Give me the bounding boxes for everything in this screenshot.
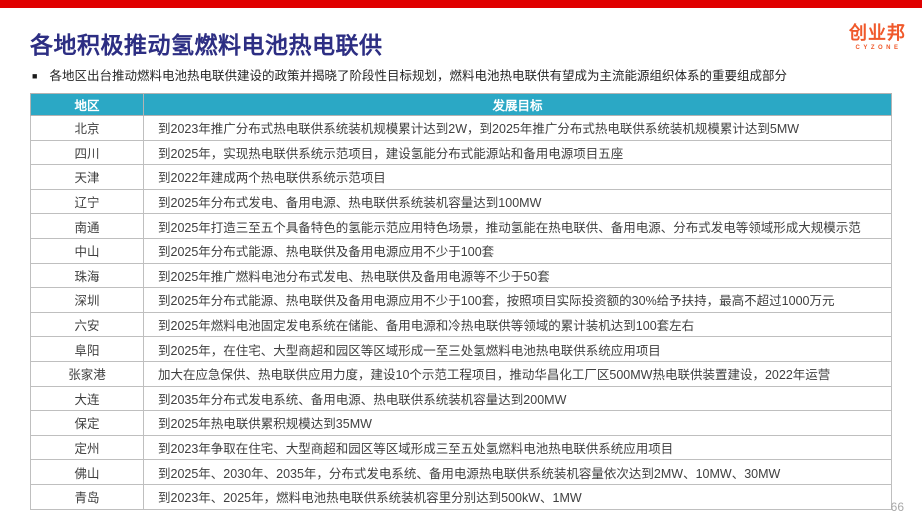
goal-cell: 到2025年、2030年、2035年，分布式发电系统、备用电源热电联供系统装机容…	[143, 459, 892, 485]
region-cell: 佛山	[30, 459, 144, 485]
goal-cell: 到2023年、2025年，燃料电池热电联供系统装机容里分别达到500kW、1MW	[143, 483, 892, 510]
goal-cell: 到2025年，在住宅、大型商超和园区等区域形成一至三处氢燃料电池热电联供系统应用…	[143, 336, 892, 362]
table-row: 青岛 到2023年、2025年，燃料电池热电联供系统装机容里分别达到500kW、…	[30, 483, 892, 510]
table-row: 南通 到2025年打造三至五个具备特色的氢能示范应用特色场景，推动氢能在热电联供…	[30, 213, 892, 239]
region-cell: 张家港	[30, 360, 144, 387]
page-title: 各地积极推动氢燃料电池热电联供	[30, 32, 383, 58]
goal-cell: 到2025年分布式能源、热电联供及备用电源应用不少于100套，按照项目实际投资额…	[143, 287, 892, 313]
region-cell: 北京	[30, 115, 144, 141]
region-cell: 珠海	[30, 262, 144, 289]
goal-cell: 到2025年分布式发电、备用电源、热电联供系统装机容量达到100MW	[143, 188, 892, 215]
table-row: 大连 到2035年分布式发电系统、备用电源、热电联供系统装机容量达到200MW	[30, 385, 892, 412]
goal-cell: 到2025年打造三至五个具备特色的氢能示范应用特色场景，推动氢能在热电联供、备用…	[143, 213, 892, 239]
region-cell: 四川	[30, 139, 144, 166]
table-row: 天津 到2022年建成两个热电联供系统示范项目	[30, 164, 892, 190]
region-cell: 深圳	[30, 287, 144, 313]
table-row: 四川 到2025年，实现热电联供系统示范项目，建设氢能分布式能源站和备用电源项目…	[30, 139, 892, 166]
column-header-goal: 发展目标	[143, 93, 892, 116]
goal-cell: 到2025年，实现热电联供系统示范项目，建设氢能分布式能源站和备用电源项目五座	[143, 139, 892, 166]
goal-cell: 加大在应急保供、热电联供应用力度，建设10个示范工程项目，推动华昌化工厂区500…	[143, 360, 892, 387]
goal-cell: 到2025年热电联供累积规模达到35MW	[143, 410, 892, 436]
region-cell: 六安	[30, 311, 144, 338]
goal-cell: 到2025年推广燃料电池分布式发电、热电联供及备用电源等不少于50套	[143, 262, 892, 289]
table-header: 地区 发展目标	[30, 93, 892, 116]
intro-text: 各地区出台推动燃料电池热电联供建设的政策并揭晓了阶段性目标规划，燃料电池热电联供…	[49, 69, 787, 83]
intro-line: ■ 各地区出台推动燃料电池热电联供建设的政策并揭晓了阶段性目标规划，燃料电池热电…	[32, 68, 896, 85]
table-row: 张家港 加大在应急保供、热电联供应用力度，建设10个示范工程项目，推动华昌化工厂…	[30, 360, 892, 387]
goal-cell: 到2025年分布式能源、热电联供及备用电源应用不少于100套	[143, 237, 892, 264]
cyzone-logo: 创业邦 CYZONE	[849, 24, 906, 51]
region-cell: 辽宁	[30, 188, 144, 215]
table-row: 北京 到2023年推广分布式热电联供系统装机规模累计达到2W，到2025年推广分…	[30, 115, 892, 141]
table-row: 深圳 到2025年分布式能源、热电联供及备用电源应用不少于100套，按照项目实际…	[30, 287, 892, 313]
table-row: 佛山 到2025年、2030年、2035年，分布式发电系统、备用电源热电联供系统…	[30, 459, 892, 485]
goal-cell: 到2023年推广分布式热电联供系统装机规模累计达到2W，到2025年推广分布式热…	[143, 115, 892, 141]
table-row: 珠海 到2025年推广燃料电池分布式发电、热电联供及备用电源等不少于50套	[30, 262, 892, 289]
table-body: 北京 到2023年推广分布式热电联供系统装机规模累计达到2W，到2025年推广分…	[30, 115, 892, 510]
table-row: 阜阳 到2025年，在住宅、大型商超和园区等区域形成一至三处氢燃料电池热电联供系…	[30, 336, 892, 362]
column-header-region: 地区	[30, 93, 144, 116]
bullet-square-icon: ■	[32, 71, 38, 81]
region-cell: 中山	[30, 237, 144, 264]
region-cell: 青岛	[30, 483, 144, 510]
table-row: 六安 到2025年燃料电池固定发电系统在储能、备用电源和冷热电联供等领域的累计装…	[30, 311, 892, 338]
logo-subtext: CYZONE	[855, 45, 902, 51]
table-row: 辽宁 到2025年分布式发电、备用电源、热电联供系统装机容量达到100MW	[30, 188, 892, 215]
page-number: 66	[890, 500, 904, 514]
region-cell: 大连	[30, 385, 144, 412]
region-cell: 阜阳	[30, 336, 144, 362]
top-accent-bar	[0, 0, 922, 8]
goal-cell: 到2035年分布式发电系统、备用电源、热电联供系统装机容量达到200MW	[143, 385, 892, 412]
table-row: 定州 到2023年争取在住宅、大型商超和园区等区域形成三至五处氢燃料电池热电联供…	[30, 434, 892, 461]
region-cell: 天津	[30, 164, 144, 190]
region-cell: 定州	[30, 434, 144, 461]
table-row: 保定 到2025年热电联供累积规模达到35MW	[30, 410, 892, 436]
goal-cell: 到2022年建成两个热电联供系统示范项目	[143, 164, 892, 190]
goal-cell: 到2025年燃料电池固定发电系统在储能、备用电源和冷热电联供等领域的累计装机达到…	[143, 311, 892, 338]
region-cell: 保定	[30, 410, 144, 436]
logo-text: 创业邦	[849, 23, 906, 43]
goal-cell: 到2023年争取在住宅、大型商超和园区等区域形成三至五处氢燃料电池热电联供系统应…	[143, 434, 892, 461]
region-cell: 南通	[30, 213, 144, 239]
region-goals-table: 地区 发展目标 北京 到2023年推广分布式热电联供系统装机规模累计达到2W，到…	[30, 93, 892, 510]
table-row: 中山 到2025年分布式能源、热电联供及备用电源应用不少于100套	[30, 237, 892, 264]
